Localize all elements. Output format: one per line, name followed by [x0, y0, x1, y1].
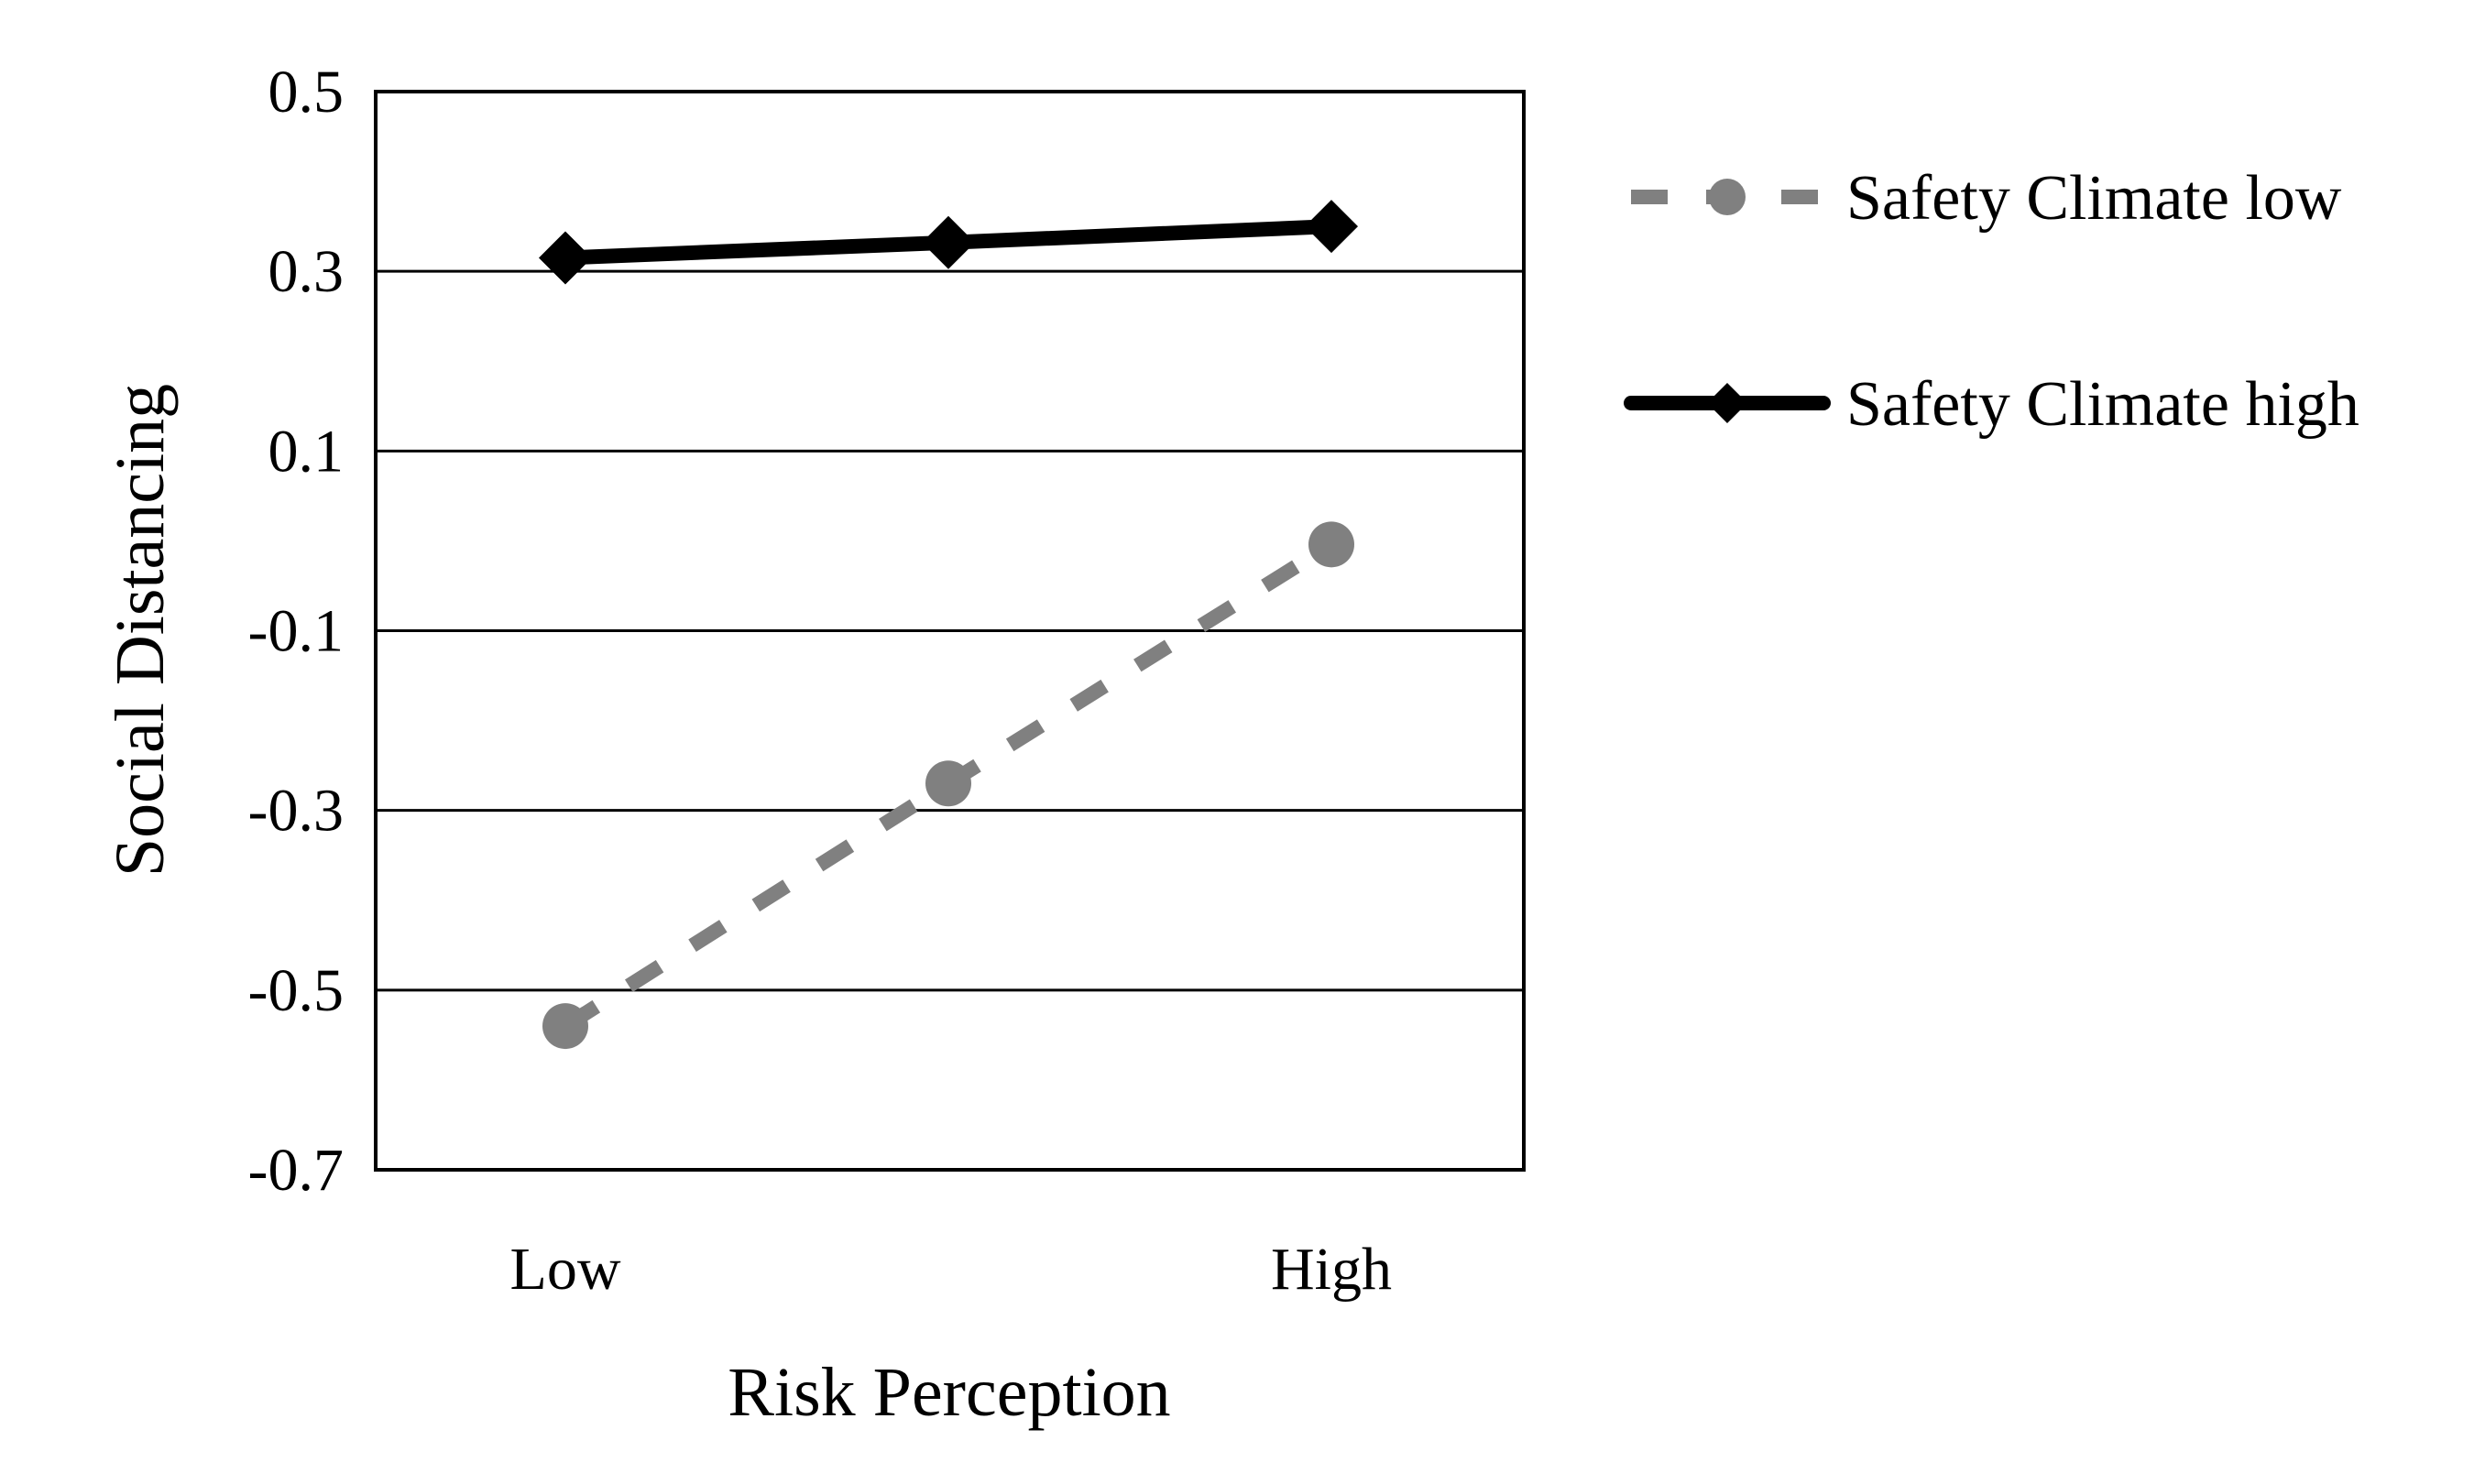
x-tick-label: High — [1271, 1236, 1392, 1303]
legend-item-safety-climate-low: Safety Climate low — [1631, 163, 2342, 234]
legend: Safety Climate low Safety Climate high — [1624, 163, 2359, 440]
y-tick-label: -0.5 — [248, 957, 344, 1024]
data-point-diamond — [539, 231, 592, 285]
legend-label: Safety Climate low — [1846, 163, 2342, 234]
x-axis-title: Risk Perception — [728, 1354, 1170, 1431]
y-axis-title: Social Distancing — [102, 384, 179, 877]
series — [539, 200, 1358, 1050]
legend-marker-circle — [1709, 179, 1746, 215]
x-axis-ticks: Low High — [510, 1236, 1392, 1303]
data-point-circle — [542, 1003, 588, 1050]
legend-label: Safety Climate high — [1846, 369, 2359, 440]
gridlines — [376, 269, 1524, 992]
plot-area-frame — [374, 90, 1526, 1172]
y-tick-label: 0.1 — [268, 418, 345, 485]
legend-marker-diamond — [1707, 383, 1747, 423]
y-tick-label: 0.5 — [268, 59, 345, 125]
x-tick-label: Low — [510, 1236, 621, 1303]
y-tick-label: -0.1 — [248, 598, 344, 665]
y-tick-label: 0.3 — [268, 238, 345, 305]
y-tick-label: -0.7 — [248, 1137, 344, 1204]
legend-item-safety-climate-high: Safety Climate high — [1624, 369, 2359, 440]
data-point-diamond — [1305, 200, 1358, 254]
data-point-circle — [925, 760, 971, 807]
data-point-circle — [1308, 521, 1354, 568]
series-safety-climate-low — [542, 521, 1354, 1050]
series-safety-climate-high — [539, 200, 1358, 285]
y-axis-ticks: 0.5 0.3 0.1 -0.1 -0.3 -0.5 -0.7 — [248, 59, 344, 1204]
y-tick-label: -0.3 — [248, 778, 344, 845]
data-point-diamond — [922, 215, 975, 269]
